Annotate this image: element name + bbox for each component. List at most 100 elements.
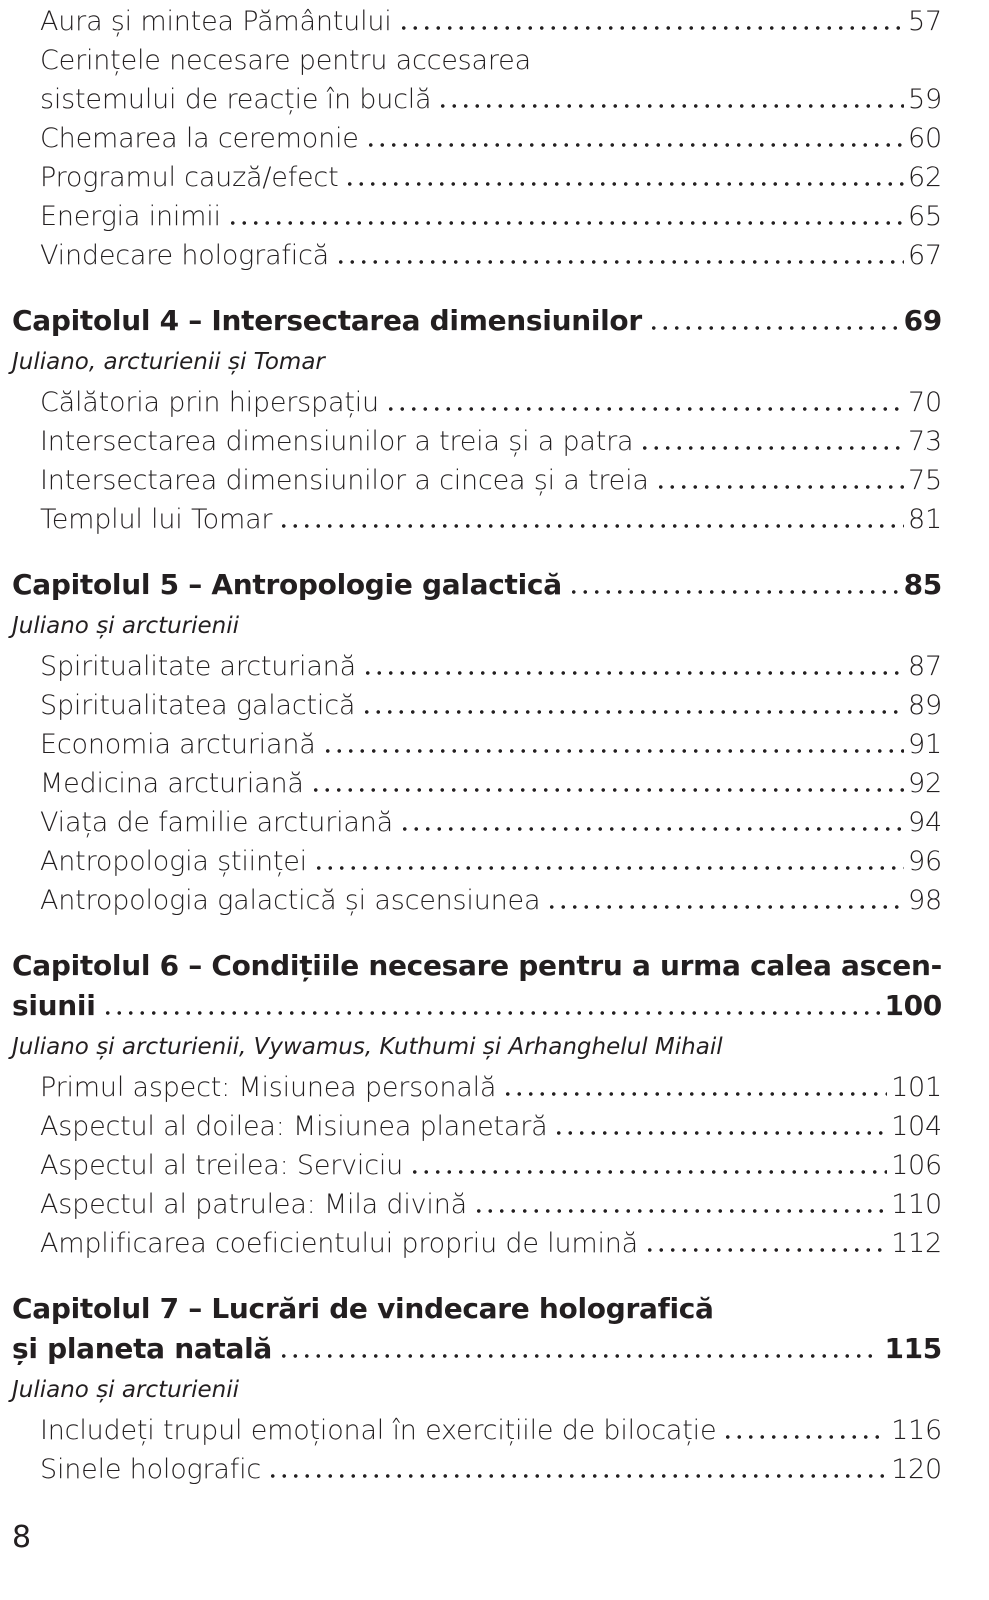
page-ref: 81 xyxy=(908,504,942,535)
leader-dots xyxy=(722,1435,888,1439)
page-ref: 91 xyxy=(908,729,942,760)
chapter: Capitolul 7 – Lucrări de vindecare holog… xyxy=(12,1289,942,1489)
entry-line: Amplificarea coeficientului propriu de l… xyxy=(12,1224,942,1263)
page-ref: 96 xyxy=(908,846,942,877)
leader-dots xyxy=(502,1092,888,1096)
entry-line: Medicina arcturiană 92 xyxy=(12,764,942,803)
leader-dots xyxy=(364,143,905,147)
chapter-subtitle: Juliano și arcturienii xyxy=(12,1377,240,1403)
entry-title: Cerințele necesare pentru accesarea xyxy=(40,45,531,76)
entry-title: sistemului de reacție în buclă xyxy=(40,84,432,115)
entry-title: Spiritualitate arcturiană xyxy=(40,651,356,682)
entry-title: Viața de familie arcturiană xyxy=(40,807,394,838)
page-ref: 100 xyxy=(884,989,942,1022)
leader-dots xyxy=(437,104,905,108)
entry-title: Vindecare holografică xyxy=(40,240,330,271)
entry-line: Vindecare holografică 67 xyxy=(12,236,942,275)
entry-line: Programul cauză/efect 62 xyxy=(12,158,942,197)
entry-title: Călătoria prin hiperspațiu xyxy=(40,387,379,418)
chapter: Capitolul 4 – Intersectarea dimensiunilo… xyxy=(12,301,942,539)
leader-dots xyxy=(101,1011,881,1015)
chapter-subtitle: Juliano, arcturienii și Tomar xyxy=(12,349,325,375)
page-ref: 106 xyxy=(891,1150,942,1181)
entry-line: Intersectarea dimensiunilor a treia și a… xyxy=(12,422,942,461)
entry-title: Aspectul al doilea: Misiunea planetară xyxy=(40,1111,548,1142)
page-ref: 104 xyxy=(891,1111,942,1142)
page-ref: 112 xyxy=(891,1228,942,1259)
leader-dots xyxy=(409,1170,888,1174)
page-ref: 101 xyxy=(891,1072,942,1103)
chapter-title: Capitolul 7 – Lucrări de vindecare holog… xyxy=(12,1292,714,1325)
entry-title: Energia inimii xyxy=(40,201,221,232)
entry-title: Economia arcturiană xyxy=(40,729,316,760)
page-ref: 69 xyxy=(903,304,943,337)
entry-title: Sinele holografic xyxy=(40,1454,262,1485)
page-number: 8 xyxy=(12,1520,32,1555)
entry-title: Medicina arcturiană xyxy=(40,768,304,799)
entry-line: Intersectarea dimensiunilor a cincea și … xyxy=(12,461,942,500)
entry-title: Antropologia științei xyxy=(40,846,307,877)
entry-line: Cerințele necesare pentru accesarea xyxy=(12,41,942,80)
entry-line: Primul aspect: Misiunea personală 101 xyxy=(12,1068,942,1107)
page-ref: 65 xyxy=(908,201,942,232)
entry-line: Spiritualitate arcturiană 87 xyxy=(12,647,942,686)
page-ref: 60 xyxy=(908,123,942,154)
leader-dots xyxy=(321,749,905,753)
entry-title: Aspectul al treilea: Serviciu xyxy=(40,1150,404,1181)
chapter-title-line: Capitolul 7 – Lucrări de vindecare holog… xyxy=(12,1289,942,1329)
leader-dots xyxy=(267,1474,888,1478)
page-ref: 87 xyxy=(908,651,942,682)
leader-dots xyxy=(278,524,905,528)
entry-line: Chemarea la ceremonie 60 xyxy=(12,119,942,158)
leader-dots xyxy=(278,1354,881,1358)
chapter-title: Capitolul 5 – Antropologie galactică xyxy=(12,568,562,601)
leader-dots xyxy=(567,590,900,594)
entry-line: Antropologia științei 96 xyxy=(12,842,942,881)
leader-dots xyxy=(309,788,905,792)
chapter-subtitle: Juliano și arcturienii, Vywamus, Kuthumi… xyxy=(12,1034,723,1060)
leader-dots xyxy=(361,710,905,714)
leader-dots xyxy=(344,182,905,186)
entry-title: Aura și mintea Pământului xyxy=(40,6,392,37)
leader-dots xyxy=(384,407,905,411)
entry-line: Aspectul al treilea: Serviciu 106 xyxy=(12,1146,942,1185)
page-ref: 75 xyxy=(908,465,942,496)
leader-dots xyxy=(553,1131,888,1135)
entry-title: Templul lui Tomar xyxy=(40,504,273,535)
chapter: Capitolul 6 – Condițiile necesare pentru… xyxy=(12,946,942,1263)
entry-title: Spiritualitatea galactică xyxy=(40,690,356,721)
chapter-title-line: Capitolul 6 – Condițiile necesare pentru… xyxy=(12,946,942,986)
entry-title: Programul cauză/efect xyxy=(40,162,339,193)
leader-dots xyxy=(647,326,900,330)
entry-title: Amplificarea coeficientului propriu de l… xyxy=(40,1228,639,1259)
entry-line: Spiritualitatea galactică 89 xyxy=(12,686,942,725)
page-ref: 85 xyxy=(903,568,943,601)
entry-line: Călătoria prin hiperspațiu 70 xyxy=(12,383,942,422)
entry-title: Intersectarea dimensiunilor a treia și a… xyxy=(40,426,634,457)
entry-line: Aspectul al doilea: Misiunea planetară 10… xyxy=(12,1107,942,1146)
entry-line: Viața de familie arcturiană 94 xyxy=(12,803,942,842)
entry-title: Includeți trupul emoțional în exercițiil… xyxy=(40,1415,717,1446)
page-ref: 57 xyxy=(908,6,942,37)
entry-line: Sinele holografic 120 xyxy=(12,1450,942,1489)
chapter-title: Capitolul 4 – Intersectarea dimensiunilo… xyxy=(12,304,642,337)
leader-dots xyxy=(361,671,905,675)
page-ref: 94 xyxy=(908,807,942,838)
leader-dots xyxy=(226,221,905,225)
page-ref: 98 xyxy=(908,885,942,916)
leader-dots xyxy=(639,446,905,450)
page-ref: 115 xyxy=(884,1332,942,1365)
chapter-title-line: Capitolul 4 – Intersectarea dimensiunilo… xyxy=(12,301,942,341)
chapter-subtitle: Juliano și arcturienii xyxy=(12,613,240,639)
chapter-title: și planeta natală xyxy=(12,1332,272,1365)
leader-dots xyxy=(644,1248,888,1252)
entry-title: Antropologia galactică și ascensiunea xyxy=(40,885,541,916)
chapter-title: Capitolul 6 – Condițiile necesare pentru… xyxy=(12,949,942,982)
page-ref: 73 xyxy=(908,426,942,457)
page-ref: 67 xyxy=(908,240,942,271)
entry-line: Aspectul al patrulea: Mila divină 110 xyxy=(12,1185,942,1224)
page-ref: 62 xyxy=(908,162,942,193)
entry-title: Primul aspect: Misiunea personală xyxy=(40,1072,497,1103)
leader-dots xyxy=(397,26,905,30)
entry-title: Intersectarea dimensiunilor a cincea și … xyxy=(40,465,649,496)
